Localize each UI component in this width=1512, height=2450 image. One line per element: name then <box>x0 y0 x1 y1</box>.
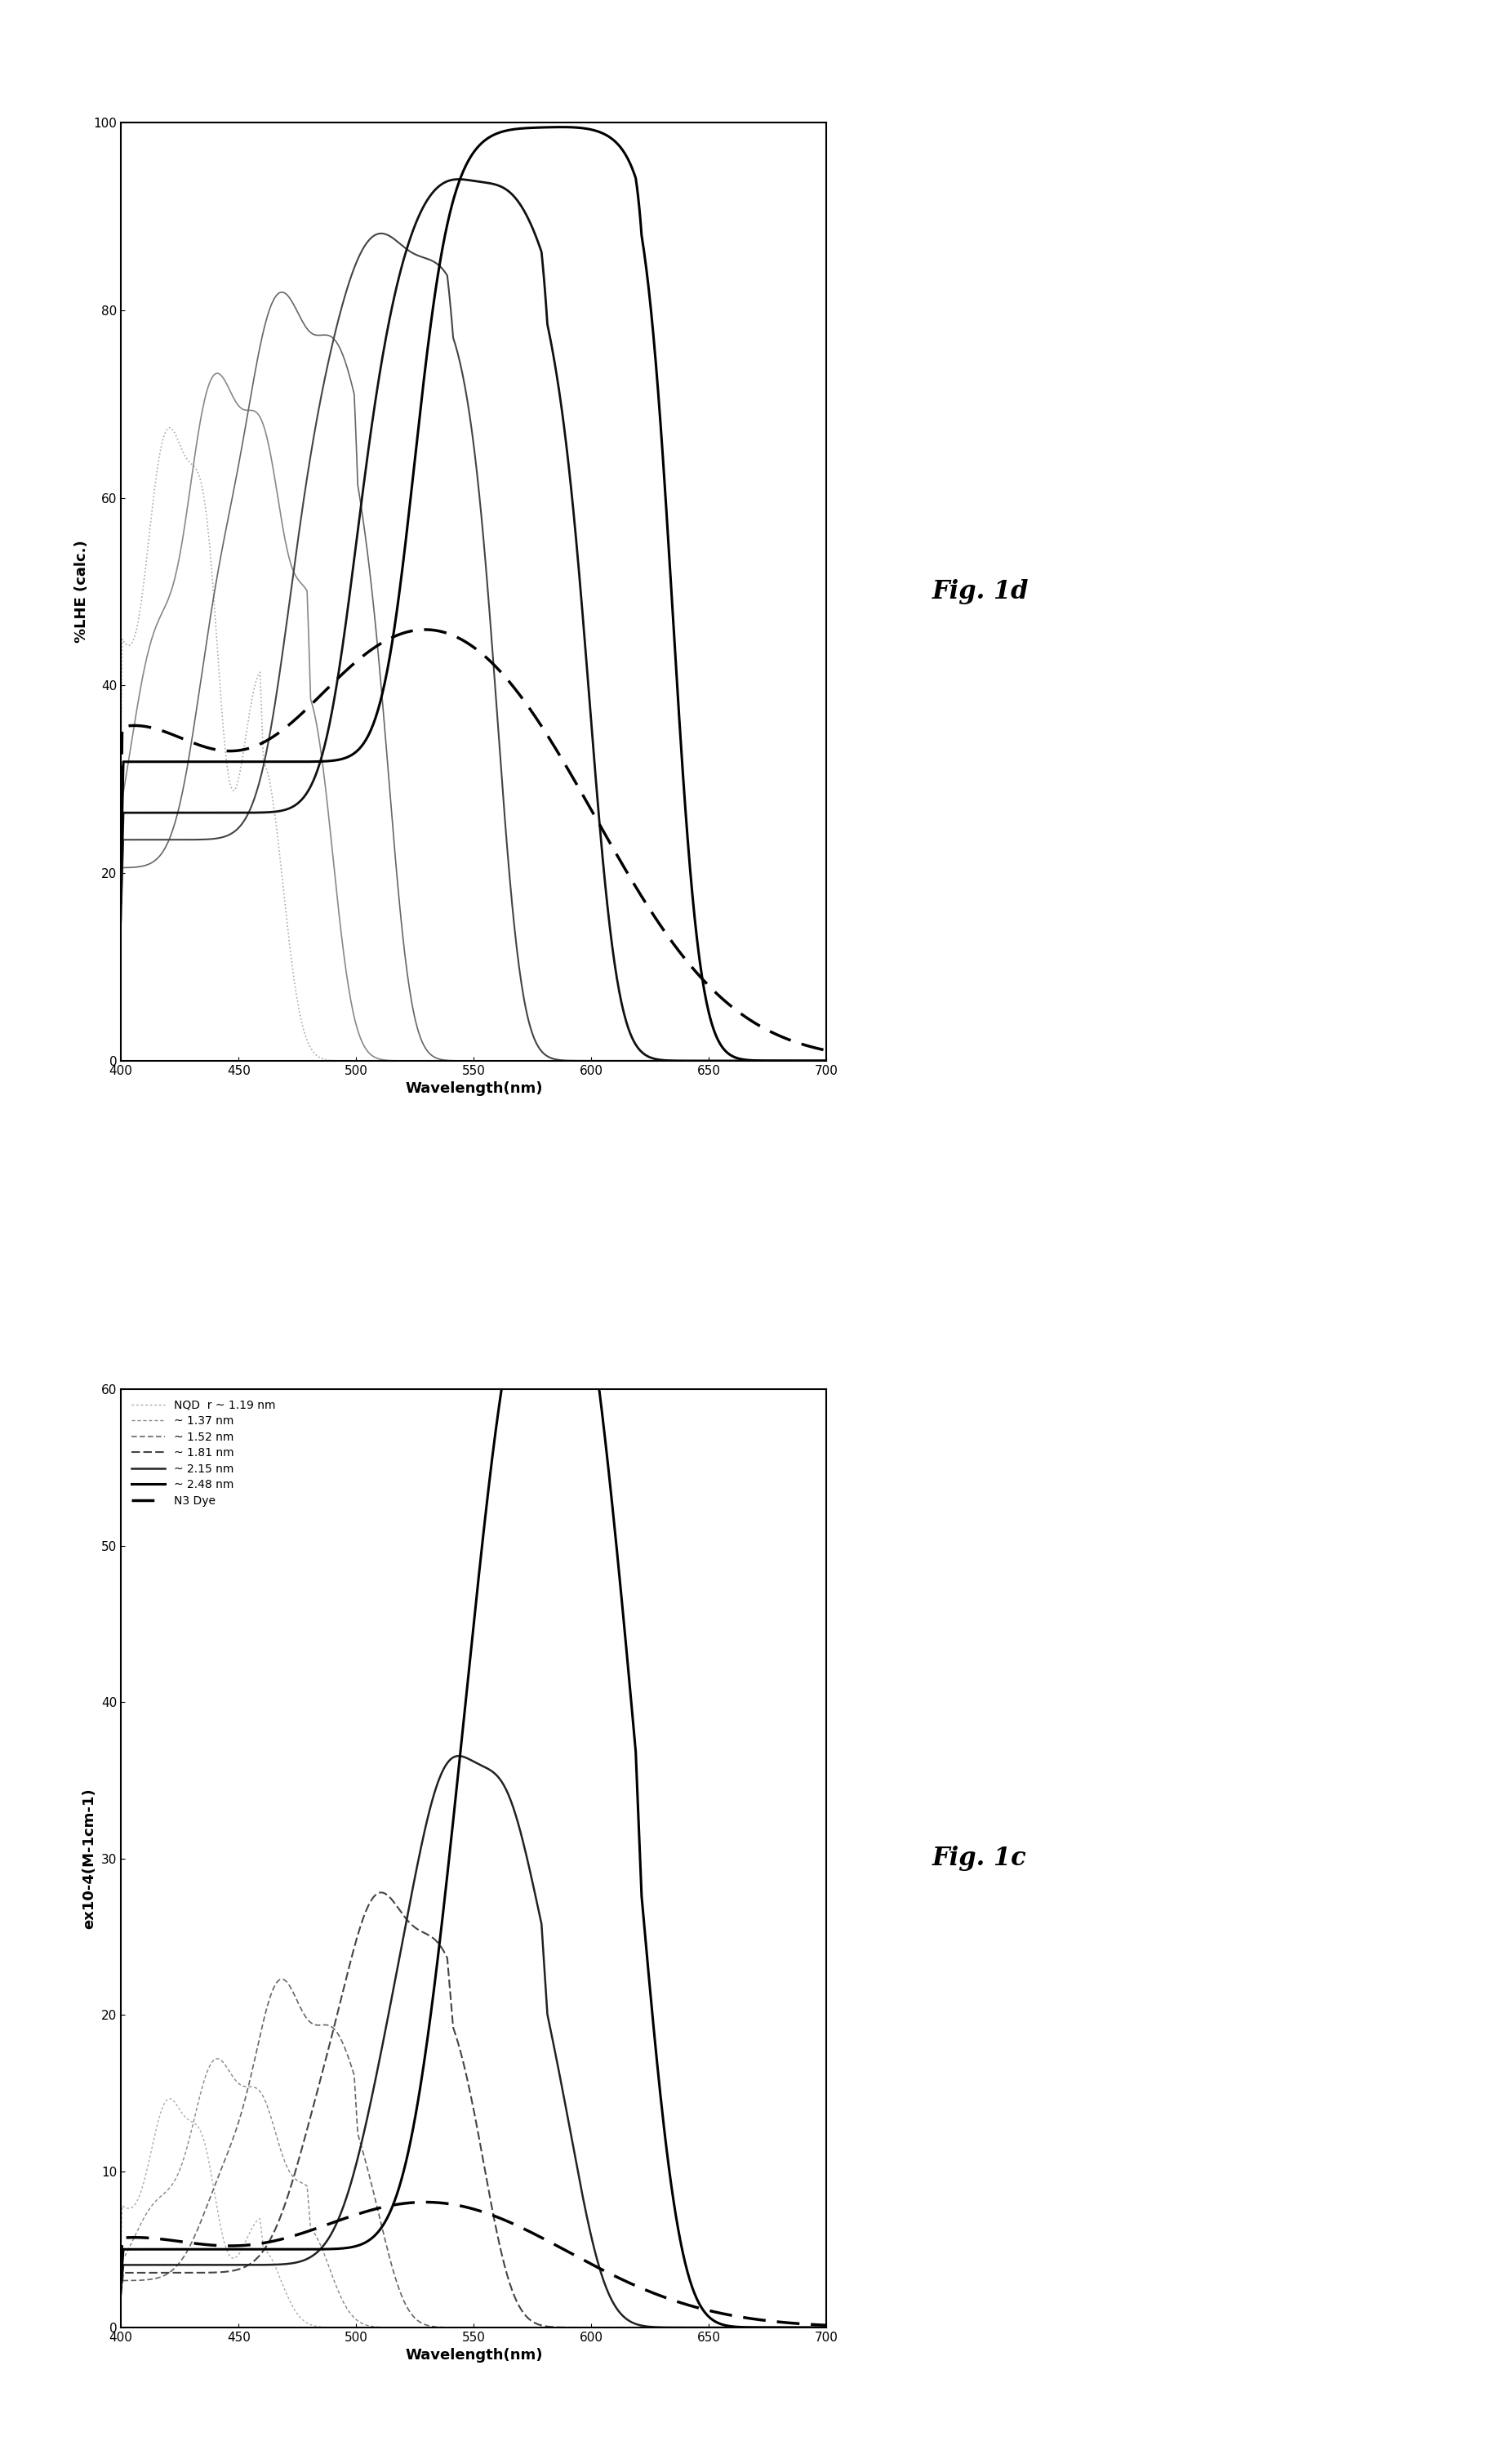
Legend: NQD  r ~ 1.19 nm, ~ 1.37 nm, ~ 1.52 nm, ~ 1.81 nm, ~ 2.15 nm, ~ 2.48 nm, N3 Dye: NQD r ~ 1.19 nm, ~ 1.37 nm, ~ 1.52 nm, ~… <box>127 1394 280 1512</box>
Y-axis label: %LHE (calc.): %LHE (calc.) <box>74 541 89 642</box>
Text: Fig. 1c: Fig. 1c <box>933 1845 1027 1872</box>
Y-axis label: ex10-4(M-1cm-1): ex10-4(M-1cm-1) <box>82 1788 97 1928</box>
X-axis label: Wavelength(nm): Wavelength(nm) <box>405 1080 543 1095</box>
Text: Fig. 1d: Fig. 1d <box>933 578 1030 605</box>
X-axis label: Wavelength(nm): Wavelength(nm) <box>405 2347 543 2362</box>
